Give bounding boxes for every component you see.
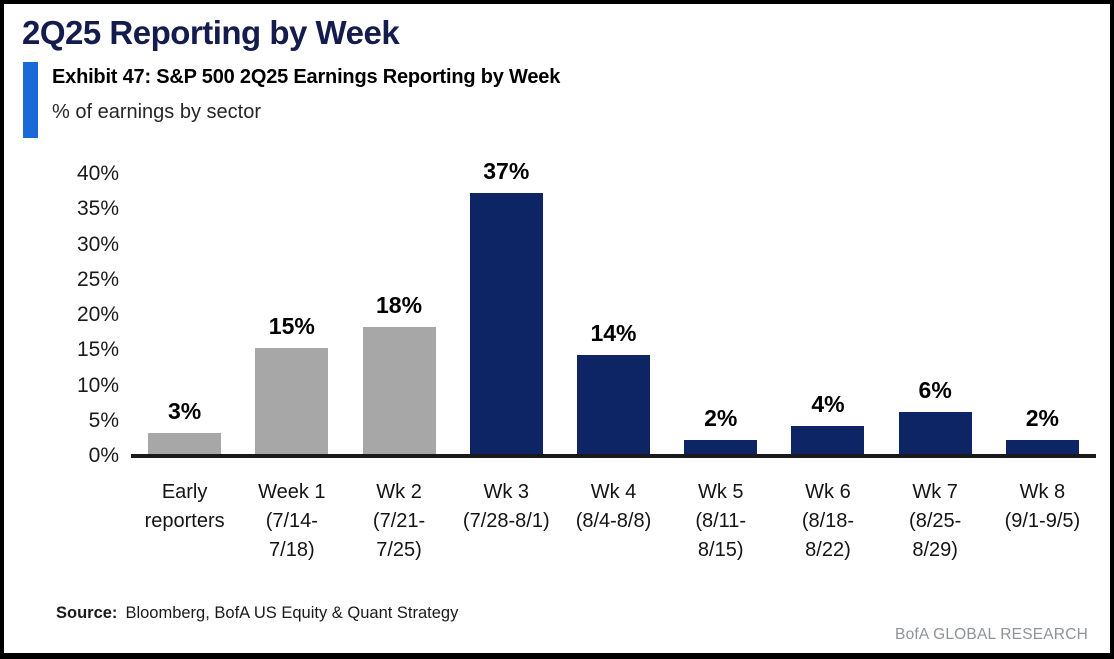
source-label: Source: [56, 604, 118, 622]
bar [362, 327, 436, 454]
x-tick-label: Wk 2 (7/21- 7/25) [372, 481, 426, 561]
bar [898, 412, 972, 454]
y-tick-label: 15% [76, 338, 119, 362]
x-tick-label: Wk 7 (8/25- 8/29) [909, 481, 962, 561]
exhibit-accent-bar [23, 62, 38, 138]
value-label: 2% [1025, 405, 1059, 431]
bar [684, 440, 758, 454]
value-label: 3% [167, 398, 202, 424]
y-tick-label: 35% [76, 197, 119, 221]
bar [577, 355, 650, 454]
value-label: 2% [704, 405, 738, 431]
y-tick-label: 10% [76, 373, 119, 397]
y-tick-label: 30% [76, 232, 119, 256]
y-tick-label: 25% [76, 267, 119, 291]
x-axis-line [131, 454, 1096, 458]
value-label: 14% [590, 320, 637, 346]
x-tick-label: Early reporters [144, 481, 225, 532]
x-tick-label: Wk 3 (7/28-8/1) [462, 481, 550, 532]
bar-chart: 0% 5% 10% 15% 20% 25% 30% 35% 40% 3% 15% 18% 37% 14%… [4, 4, 1110, 653]
source-line: Source: Bloomberg, BofA US Equity & Quant… [56, 604, 458, 623]
brand-text: BofA GLOBAL RESEARCH [895, 626, 1088, 643]
value-label: 37% [483, 158, 530, 184]
x-tick-label: Wk 4 (8/4-8/8) [575, 481, 652, 532]
x-tick-label: Wk 5 (8/11- 8/15) [695, 481, 747, 561]
x-tick-label: Wk 6 (8/18- 8/22) [801, 481, 855, 561]
value-label: 15% [268, 313, 315, 339]
bar [1005, 440, 1079, 454]
bar [791, 426, 865, 454]
y-tick-label: 0% [88, 444, 119, 467]
source-text: Bloomberg, BofA US Equity & Quant Strate… [125, 604, 459, 622]
y-tick-label: 40% [76, 162, 119, 185]
x-axis-labels: Early reporters Week 1 (7/14- 7/18) Wk 2 (… [131, 478, 1096, 578]
page-title: 2Q25 Reporting by Week [22, 14, 400, 51]
x-tick-label: Wk 8 (9/1-9/5) [1004, 481, 1081, 532]
bar [255, 348, 329, 454]
x-tick-label: Week 1 (7/14- 7/18) [258, 481, 326, 561]
plot-area: 3% 15% 18% 37% 14% 2% 4% 6% 2% [131, 158, 1096, 458]
value-label: 6% [918, 377, 952, 403]
exhibit-subtitle: % of earnings by sector [52, 101, 261, 123]
bar [148, 433, 222, 454]
value-label: 18% [376, 292, 423, 318]
value-label: 4% [811, 391, 845, 417]
bar [469, 193, 543, 454]
y-tick-label: 5% [88, 408, 119, 432]
exhibit-title: Exhibit 47: S&P 500 2Q25 Earnings Report… [52, 66, 561, 88]
y-tick-label: 20% [76, 303, 119, 326]
